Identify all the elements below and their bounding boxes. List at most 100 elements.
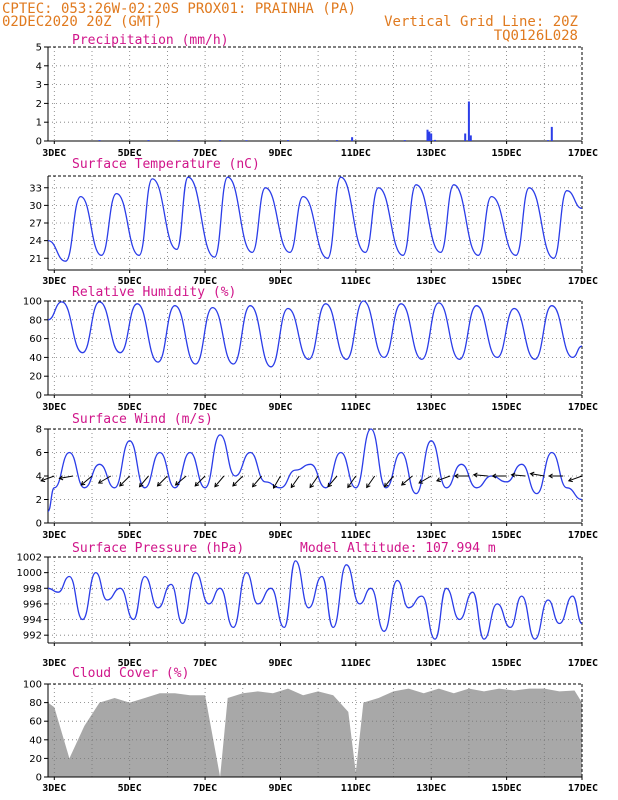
y-tick-label: 2 bbox=[36, 495, 42, 506]
panel-title: Surface Temperature (nC) bbox=[72, 157, 260, 172]
wind-arrow bbox=[272, 475, 281, 489]
wind-arrow-shaft bbox=[473, 474, 488, 477]
wind-arrow-head bbox=[40, 477, 46, 483]
wind-arrow-head bbox=[232, 481, 237, 487]
x-tick-label: 17DEC bbox=[568, 148, 598, 159]
wind-arrow-shaft bbox=[98, 475, 112, 484]
wind-arrow-shaft bbox=[80, 475, 93, 486]
wind-arrow-head bbox=[366, 483, 371, 489]
wind-arrow-head bbox=[453, 473, 459, 479]
wind-arrow-head bbox=[251, 482, 257, 488]
precip-bar bbox=[351, 137, 354, 141]
wind-arrow-shaft bbox=[59, 475, 74, 479]
y-tick-label: 60 bbox=[29, 334, 42, 345]
precip-bar bbox=[428, 131, 431, 141]
y-tick-label: 30 bbox=[29, 201, 42, 212]
wind-arrow bbox=[567, 475, 583, 483]
wind-arrow-head bbox=[309, 483, 315, 489]
y-tick-label: 21 bbox=[29, 254, 42, 265]
precip-bar bbox=[336, 140, 338, 141]
y-tick-label: 0 bbox=[36, 137, 42, 148]
y-tick-label: 6 bbox=[36, 448, 42, 459]
x-tick-label: 15DEC bbox=[492, 658, 522, 669]
y-tick-label: 0 bbox=[36, 519, 42, 530]
y-tick-label: 100 bbox=[23, 297, 42, 308]
x-tick-label: 15DEC bbox=[492, 402, 522, 413]
series-line bbox=[47, 560, 583, 640]
precip-bar bbox=[98, 140, 101, 141]
y-tick-label: 20 bbox=[29, 754, 42, 765]
wind-arrow bbox=[138, 475, 149, 488]
precip-bar bbox=[464, 133, 467, 141]
wind-arrow-head bbox=[435, 477, 441, 483]
x-tick-label: 17DEC bbox=[568, 783, 598, 794]
panel-title: Surface Pressure (hPa) bbox=[72, 541, 244, 556]
y-tick-label: 2 bbox=[36, 99, 42, 110]
panel-relative-humidity: Relative Humidity (%) 0 20 40 60 80 100 3DEC 5DE… bbox=[23, 285, 598, 413]
x-tick-label: 15DEC bbox=[492, 783, 522, 794]
y-tick-label: 1 bbox=[36, 118, 42, 129]
wind-arrow-shaft bbox=[214, 475, 225, 488]
y-tick-label: 0 bbox=[36, 773, 42, 784]
wind-arrow-head bbox=[156, 481, 162, 487]
precip-bar bbox=[550, 126, 553, 141]
x-tick-label: 5DEC bbox=[118, 783, 142, 794]
x-tick-label: 3DEC bbox=[42, 148, 66, 159]
x-tick-label: 11DEC bbox=[341, 658, 371, 669]
wind-arrow bbox=[194, 475, 206, 487]
wind-arrow-head bbox=[567, 477, 573, 483]
x-tick-label: 5DEC bbox=[118, 276, 142, 287]
model-id: TQ0126L028 bbox=[494, 28, 578, 44]
wind-arrow bbox=[435, 475, 451, 483]
wind-arrow-shaft bbox=[309, 475, 319, 488]
wind-arrow-shaft bbox=[139, 475, 149, 488]
x-tick-label: 7DEC bbox=[193, 530, 217, 541]
wind-arrow bbox=[472, 472, 488, 478]
x-tick-label: 13DEC bbox=[416, 148, 446, 159]
x-tick-label: 7DEC bbox=[193, 148, 217, 159]
series-line bbox=[47, 428, 583, 512]
y-tick-label: 994 bbox=[23, 615, 42, 626]
wind-arrow-shaft bbox=[384, 475, 394, 488]
wind-arrow-head bbox=[138, 482, 144, 488]
wind-arrow-head bbox=[97, 479, 103, 484]
panel-cloud-cover: Cloud Cover (%) 0 20 40 60 80 100 3DEC 5DEC 7DEC 9… bbox=[23, 666, 598, 794]
wind-arrow-head bbox=[383, 482, 389, 488]
wind-arrow bbox=[232, 475, 244, 487]
panel-title: Surface Wind (m/s) bbox=[72, 412, 213, 427]
wind-arrow-head bbox=[548, 473, 553, 479]
x-tick-label: 15DEC bbox=[492, 530, 522, 541]
wind-arrow-shaft bbox=[232, 475, 244, 487]
wind-arrow-shaft bbox=[511, 474, 526, 477]
y-tick-label: 4 bbox=[36, 61, 42, 72]
x-tick-label: 5DEC bbox=[118, 658, 142, 669]
wind-arrow bbox=[366, 475, 376, 489]
wind-arrow bbox=[174, 475, 187, 486]
precip-bar bbox=[177, 140, 180, 141]
panel-title: Cloud Cover (%) bbox=[72, 666, 189, 681]
wind-arrow bbox=[400, 475, 413, 486]
wind-arrow-head bbox=[529, 471, 535, 477]
wind-arrow-shaft bbox=[194, 475, 206, 487]
y-tick-label: 0 bbox=[36, 391, 42, 402]
x-tick-label: 11DEC bbox=[341, 783, 371, 794]
wind-arrow bbox=[548, 473, 564, 479]
precip-bar bbox=[287, 140, 289, 141]
x-tick-label: 11DEC bbox=[341, 530, 371, 541]
x-tick-label: 7DEC bbox=[193, 658, 217, 669]
y-tick-label: 1000 bbox=[17, 568, 42, 579]
forecast-start-time: 02DEC2020 20Z (GMT) bbox=[2, 14, 162, 30]
wind-arrow-head bbox=[214, 482, 219, 488]
x-tick-label: 7DEC bbox=[193, 783, 217, 794]
wind-arrow-shaft bbox=[568, 475, 583, 482]
wind-arrow-head bbox=[119, 481, 124, 487]
wind-arrow-shaft bbox=[175, 475, 187, 486]
y-tick-label: 80 bbox=[29, 698, 42, 709]
wind-arrow-shaft bbox=[157, 475, 168, 487]
wind-arrow-head bbox=[58, 475, 64, 481]
x-tick-label: 9DEC bbox=[268, 783, 292, 794]
wind-arrow-shaft bbox=[40, 475, 55, 482]
x-tick-label: 5DEC bbox=[118, 530, 142, 541]
x-tick-label: 13DEC bbox=[416, 530, 446, 541]
wind-arrow bbox=[347, 475, 357, 489]
